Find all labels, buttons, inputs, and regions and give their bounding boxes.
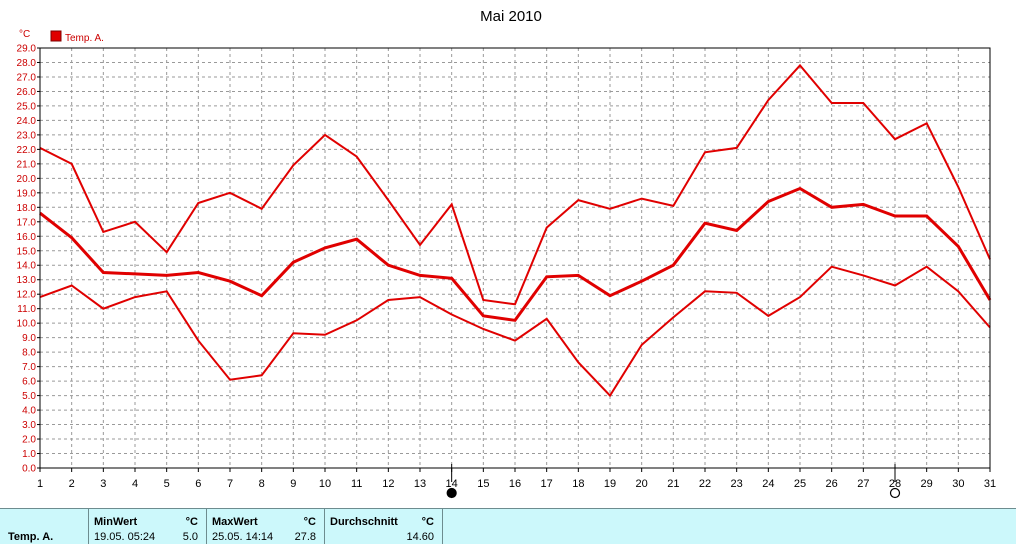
y-tick-label: 14.0 (17, 261, 37, 272)
y-tick-label: 7.0 (22, 362, 36, 373)
y-tick-label: 17.0 (17, 217, 37, 228)
x-tick-label: 24 (762, 478, 774, 490)
x-tick-label: 14 (446, 478, 458, 490)
open-circle-icon (889, 487, 901, 499)
x-tick-label: 8 (259, 478, 265, 490)
y-tick-label: 0.0 (22, 464, 36, 475)
stats-avg-label: Durchschnitt (330, 516, 398, 528)
y-axis: 0.0 1.0 2.0 3.0 4.0 5.0 6.0 7.0 8.0 9.0 10.0 11.0 12… (17, 44, 40, 475)
x-tick-label: 30 (952, 478, 964, 490)
y-tick-label: 29.0 (17, 44, 37, 55)
x-tick-label: 20 (636, 478, 648, 490)
stats-row-label: Temp. A. (8, 531, 54, 543)
stats-min-cell: MinWert °C 19.05. 05:24 5.0 (89, 509, 207, 544)
y-tick-label: 24.0 (17, 116, 37, 127)
y-tick-label: 4.0 (22, 406, 36, 417)
x-tick-label: 17 (541, 478, 553, 490)
x-tick-label: 15 (477, 478, 489, 490)
y-tick-label: 19.0 (17, 188, 37, 199)
x-tick-label: 22 (699, 478, 711, 490)
stats-min-label: MinWert (94, 516, 138, 528)
x-tick-label: 1 (37, 478, 43, 490)
series-line-min (39, 265, 991, 398)
y-tick-label: 18.0 (17, 203, 37, 214)
x-axis: 1 2 3 4 5 6 7 8 9 10 11 12 13 14 15 16 17 18 19 20 21 22 23 24 2… (37, 468, 996, 490)
y-tick-label: 27.0 (17, 72, 37, 83)
chart-title: Mai 2010 (480, 8, 542, 25)
x-tick-label: 9 (290, 478, 296, 490)
stats-max-unit: °C (303, 516, 316, 528)
legend-label: Temp. A. (65, 33, 104, 44)
x-tick-label: 31 (984, 478, 996, 490)
y-tick-label: 20.0 (17, 174, 37, 185)
temperature-chart: Mai 2010 °C Temp. A. 0.0 1.0 2.0 3.0 4.0 5.0 6… (17, 8, 996, 499)
y-tick-label: 2.0 (22, 435, 36, 446)
stats-max-date: 25.05. 14:14 (212, 531, 274, 543)
stats-avg-unit: °C (421, 516, 434, 528)
y-tick-label: 15.0 (17, 246, 37, 257)
y-tick-label: 6.0 (22, 377, 36, 388)
y-tick-label: 16.0 (17, 232, 37, 243)
x-tick-label: 10 (319, 478, 331, 490)
stats-avg-cell: Durchschnitt °C 14.60 (325, 509, 443, 544)
x-tick-label: 12 (382, 478, 394, 490)
x-tick-label: 2 (69, 478, 75, 490)
y-tick-label: 13.0 (17, 275, 37, 286)
x-tick-label: 11 (351, 478, 362, 490)
y-tick-label: 12.0 (17, 290, 37, 301)
plot-frame (39, 47, 991, 469)
stats-max-label: MaxWert (212, 516, 258, 528)
series-lines (39, 63, 992, 398)
y-axis-unit: °C (19, 29, 30, 40)
y-tick-label: 28.0 (17, 58, 37, 69)
x-tick-label: 16 (509, 478, 521, 490)
x-tick-label: 27 (857, 478, 869, 490)
series-line-mean (39, 186, 992, 322)
x-tick-label: 25 (794, 478, 806, 490)
x-tick-label: 29 (921, 478, 933, 490)
y-tick-label: 26.0 (17, 87, 37, 98)
statistics-panel: Temp. A. MinWert °C 19.05. 05:24 5.0 Max… (0, 508, 1016, 544)
x-tick-label: 23 (731, 478, 743, 490)
y-tick-label: 5.0 (22, 391, 36, 402)
x-tick-label: 21 (667, 478, 679, 490)
x-tick-label: 28 (889, 478, 901, 490)
filled-circle-icon (446, 487, 457, 499)
stats-avg-value: 14.60 (406, 531, 434, 543)
y-tick-label: 3.0 (22, 420, 36, 431)
x-tick-label: 4 (132, 478, 138, 490)
y-tick-label: 22.0 (17, 145, 37, 156)
grid (40, 48, 990, 468)
moon-markers (446, 464, 901, 499)
stats-min-value: 5.0 (182, 531, 198, 543)
x-tick-label: 3 (100, 478, 106, 490)
stats-min-unit: °C (185, 516, 198, 528)
x-tick-label: 26 (826, 478, 838, 490)
y-tick-label: 21.0 (17, 159, 37, 170)
stats-max-value: 27.8 (294, 531, 316, 543)
y-tick-label: 23.0 (17, 130, 37, 141)
legend-swatch (50, 30, 62, 42)
y-tick-label: 25.0 (17, 101, 37, 112)
x-tick-label: 13 (414, 478, 426, 490)
series-line-max (39, 63, 991, 306)
y-tick-label: 1.0 (22, 449, 36, 460)
x-tick-label: 19 (604, 478, 616, 490)
stats-max-cell: MaxWert °C 25.05. 14:14 27.8 (207, 509, 325, 544)
x-tick-label: 18 (572, 478, 584, 490)
y-tick-label: 10.0 (17, 319, 37, 330)
x-tick-label: 5 (164, 478, 170, 490)
y-tick-label: 8.0 (22, 348, 36, 359)
y-tick-label: 9.0 (22, 333, 36, 344)
y-tick-label: 11.0 (17, 304, 36, 315)
stats-min-date: 19.05. 05:24 (94, 531, 156, 543)
x-tick-label: 7 (227, 478, 233, 490)
x-tick-label: 6 (195, 478, 201, 490)
stats-row-label-cell: Temp. A. (0, 509, 89, 544)
